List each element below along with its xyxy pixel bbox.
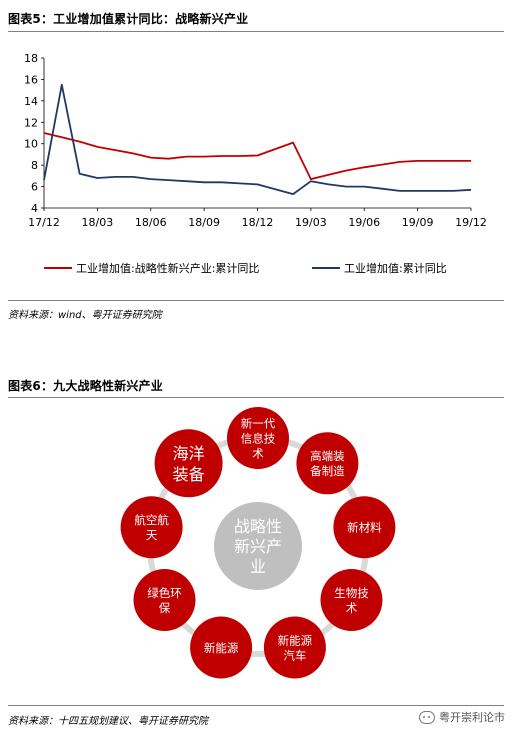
chart-series <box>43 83 472 195</box>
industry-node: 新能源 <box>190 616 253 679</box>
x-tick-label: 18/12 <box>242 216 274 229</box>
industry-node-label: 新能源 <box>204 641 239 655</box>
x-tick-label: 18/09 <box>188 216 220 229</box>
y-tick-label: 6 <box>31 181 38 194</box>
watermark-text: 粤开崇利论市 <box>439 711 505 724</box>
x-tick-label: 18/06 <box>135 216 167 229</box>
y-tick-label: 14 <box>24 95 38 108</box>
x-tick-label: 17/12 <box>28 216 60 229</box>
x-axis: 17/12 18/03 18/06 18/09 18/12 19/03 19/06 19/09… <box>28 207 487 229</box>
center-label-line: 新兴产 <box>234 537 282 556</box>
series-line-1 <box>43 132 471 180</box>
x-tick-label: 19/12 <box>455 216 487 229</box>
industry-node-label: 信息技 <box>241 431 276 445</box>
x-tick-label: 18/03 <box>82 216 114 229</box>
figure6-title: 图表6：九大战略性新兴产业 <box>8 379 163 393</box>
x-tick-label: 19/06 <box>348 216 380 229</box>
y-axis: 4 6 8 10 12 14 16 18 <box>24 52 45 215</box>
industry-node-circle <box>190 616 253 679</box>
industry-node-label: 海洋 <box>173 444 205 463</box>
y-tick-label: 8 <box>31 159 38 172</box>
y-tick-label: 16 <box>24 73 38 86</box>
figure5-title: 图表5：工业增加值累计同比：战略新兴产业 <box>8 12 249 26</box>
industry-node-label: 新一代 <box>241 416 276 430</box>
center-label-line: 业 <box>250 557 266 576</box>
chart-legend: 工业增加值:战略性新兴产业:累计同比 工业增加值:累计同比 <box>44 261 447 275</box>
legend-label-2: 工业增加值:累计同比 <box>344 261 447 275</box>
industry-node-circle <box>296 432 359 495</box>
figure5-title-rule <box>8 31 504 32</box>
x-tick-label: 19/03 <box>295 216 327 229</box>
industry-node-circle <box>333 496 396 559</box>
industry-node-label: 绿色环 <box>147 586 182 600</box>
industry-node-label: 新能源 <box>278 633 313 647</box>
industry-node-label: 术 <box>346 601 358 615</box>
industry-node-label: 天 <box>146 528 158 542</box>
industry-node-label: 汽车 <box>283 648 306 662</box>
industry-node-label: 备制造 <box>310 464 345 478</box>
industry-node: 新材料 <box>333 496 396 559</box>
industry-node-circle <box>263 616 326 679</box>
figure6-source: 资料来源：十四五规划建议、粤开证券研究院 <box>8 716 208 727</box>
wechat-icon <box>419 710 435 724</box>
industry-node-label: 新材料 <box>347 521 382 535</box>
center-circle <box>214 502 302 590</box>
watermark: 粤开崇利论市 <box>419 709 505 725</box>
series-line-2 <box>43 83 472 195</box>
figure6-title-rule <box>8 397 504 398</box>
figure6-source-rule <box>8 705 504 706</box>
y-tick-label: 4 <box>31 202 38 215</box>
industry-node-label: 术 <box>252 446 264 460</box>
industry-node-label: 高端装 <box>310 449 345 463</box>
industry-node-label: 装备 <box>173 465 205 484</box>
industry-node-circle <box>154 429 223 498</box>
y-tick-label: 18 <box>24 52 38 65</box>
industry-node-circle <box>320 569 383 631</box>
center-node: 战略性新兴产业 <box>214 502 302 590</box>
industry-node-circle <box>227 407 289 469</box>
figure5-source: 资料来源：wind、粤开证券研究院 <box>8 310 162 321</box>
industry-node-circle <box>133 569 196 631</box>
figure5-source-rule <box>8 300 504 301</box>
x-tick-label: 19/09 <box>402 216 434 229</box>
industry-node-label: 航空航 <box>134 513 169 527</box>
y-tick-label: 12 <box>24 116 38 129</box>
y-tick-label: 10 <box>24 138 38 151</box>
center-label-line: 战略性 <box>234 517 282 536</box>
industry-node-label: 保 <box>159 601 171 615</box>
industry-node-circle <box>120 496 183 559</box>
industry-node-label: 生物技 <box>334 586 369 600</box>
legend-label-1: 工业增加值:战略性新兴产业:累计同比 <box>76 261 259 275</box>
